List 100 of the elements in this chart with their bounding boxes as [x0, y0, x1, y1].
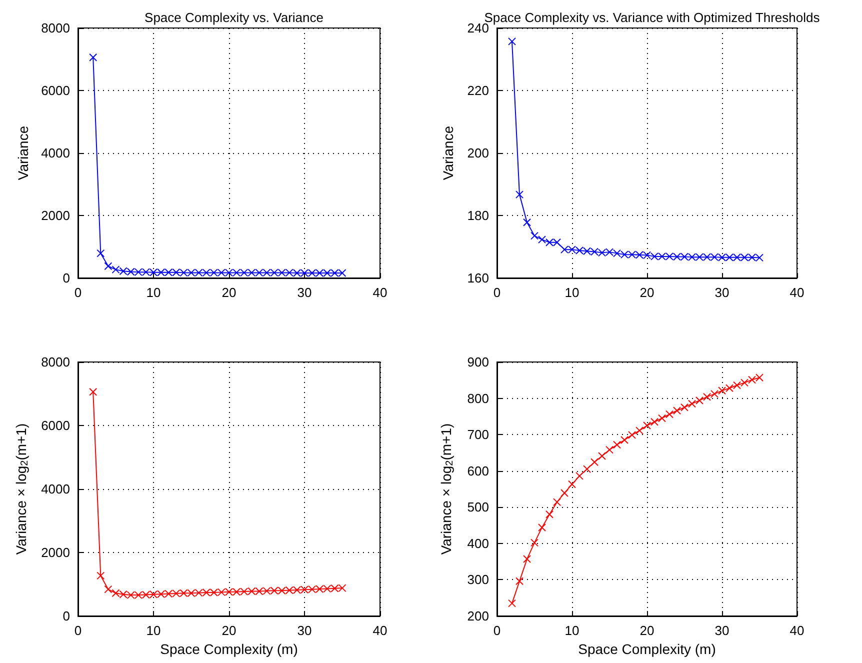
point: [262, 268, 271, 277]
point: [606, 446, 614, 454]
point: [278, 268, 286, 277]
point: [217, 268, 226, 277]
point: [710, 253, 718, 262]
point: [643, 422, 651, 430]
point: [232, 588, 241, 596]
point: [210, 268, 218, 277]
point: [278, 586, 286, 595]
point: [330, 584, 339, 592]
point: [508, 599, 516, 608]
y-tick-label: 160: [467, 270, 489, 286]
y-tick-label: 8000: [41, 20, 70, 36]
point: [338, 584, 346, 592]
point: [606, 248, 614, 256]
point: [240, 268, 248, 277]
point: [598, 248, 606, 257]
point: [232, 268, 241, 277]
point: [172, 589, 180, 598]
point: [134, 591, 142, 600]
point: [688, 253, 696, 262]
point: [530, 232, 538, 240]
point: [710, 390, 718, 398]
point: [142, 268, 150, 276]
point: [553, 498, 561, 506]
point: [104, 262, 112, 270]
x-tick-label: 40: [372, 285, 388, 300]
point: [292, 269, 301, 277]
point: [248, 268, 256, 277]
x-tick-label: 20: [640, 285, 654, 300]
x-tick-label: 0: [74, 623, 82, 638]
y-tick-label: 4000: [41, 482, 70, 496]
point: [308, 585, 316, 594]
y-tick-label: 400: [467, 536, 489, 551]
point: [696, 253, 704, 262]
point: [538, 523, 546, 532]
point: [142, 590, 150, 599]
x-tick-label: 30: [714, 623, 730, 638]
point: [508, 37, 516, 46]
point: [104, 585, 112, 594]
point: [718, 253, 726, 262]
point: [210, 588, 218, 597]
point: [658, 414, 666, 422]
point: [756, 374, 764, 382]
point: [112, 266, 120, 274]
y-tick-label: 6000: [41, 418, 70, 433]
point: [126, 268, 135, 276]
point: [316, 269, 324, 277]
point: [613, 440, 621, 449]
point: [740, 253, 748, 262]
point: [194, 588, 203, 597]
point: [187, 589, 196, 598]
x-tick-label: 30: [714, 285, 730, 300]
point: [650, 252, 658, 260]
point: [180, 268, 188, 277]
point: [194, 268, 203, 277]
point: [157, 268, 166, 276]
y-tick-label: 200: [467, 608, 489, 624]
point: [583, 465, 591, 474]
point: [285, 268, 294, 277]
x-tick-label: 10: [146, 623, 161, 638]
x-tick-label: 30: [297, 623, 312, 638]
point: [568, 480, 576, 488]
point: [576, 472, 584, 480]
point: [96, 572, 105, 580]
point: [628, 430, 636, 439]
y-tick-label: 0: [62, 608, 70, 624]
point: [703, 392, 711, 401]
x-tick-label: 0: [493, 623, 501, 638]
x-tick-label: 20: [222, 623, 236, 638]
point: [255, 587, 264, 596]
point: [546, 510, 554, 518]
point: [225, 588, 233, 596]
point: [673, 406, 681, 415]
x-axis-title: Space Complexity (m): [578, 640, 716, 657]
y-axis-title: Variance: [440, 126, 456, 180]
point: [172, 268, 180, 276]
point: [568, 246, 576, 254]
point: [202, 268, 210, 277]
y-axis-title: Variance: [15, 126, 32, 180]
point: [270, 586, 278, 595]
point: [330, 269, 339, 277]
x-tick-label: 10: [564, 285, 580, 300]
point: [248, 587, 256, 596]
y-tick-label: 2000: [41, 208, 70, 223]
point: [240, 588, 248, 596]
point: [164, 268, 173, 276]
point: [598, 452, 606, 460]
point: [680, 252, 688, 261]
y-tick-label: 8000: [41, 354, 70, 370]
y-tick-label: 600: [467, 463, 489, 478]
point: [300, 586, 308, 594]
point: [620, 250, 628, 259]
y-tick-label: 4000: [41, 146, 70, 160]
point: [292, 586, 301, 594]
point: [202, 588, 210, 597]
point: [308, 269, 316, 277]
point: [726, 384, 734, 392]
point: [748, 376, 756, 384]
point: [150, 268, 158, 276]
